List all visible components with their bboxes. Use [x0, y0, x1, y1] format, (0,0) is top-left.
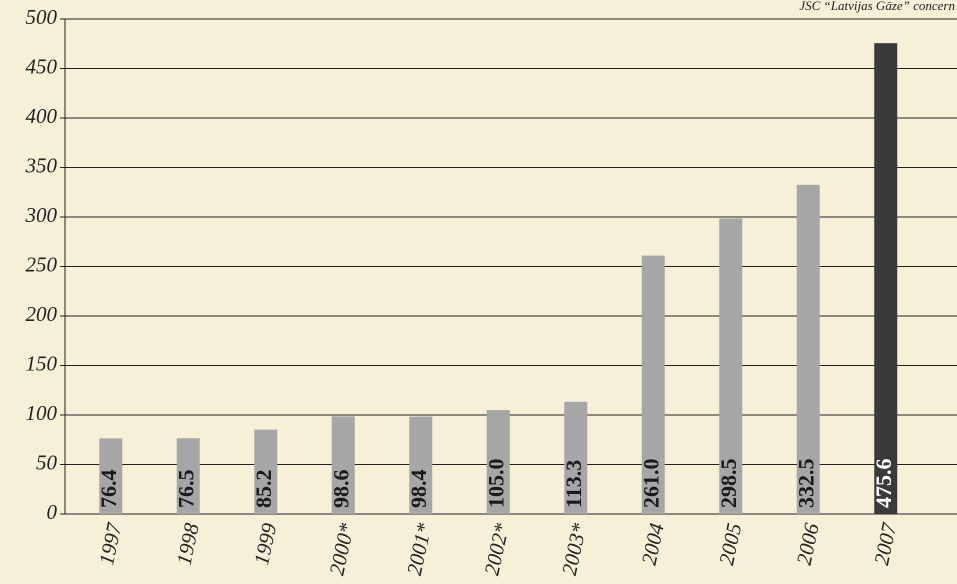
- y-tick-label: 200: [26, 302, 58, 326]
- y-tick-label: 350: [25, 153, 58, 177]
- annotation: JSC “Latvijas Gāze” concern: [799, 0, 955, 13]
- value-label: 98.4: [406, 470, 431, 509]
- bar: [331, 416, 355, 514]
- y-tick-label: 250: [26, 252, 58, 276]
- value-label: 261.0: [638, 459, 663, 509]
- bar: [254, 429, 278, 514]
- value-label: 332.5: [793, 459, 818, 509]
- bar: [486, 410, 510, 514]
- y-tick-label: 300: [25, 203, 58, 227]
- y-tick-label: 150: [26, 351, 58, 375]
- value-label: 105.0: [483, 459, 508, 509]
- value-label: 85.2: [251, 470, 276, 509]
- value-label: 298.5: [716, 459, 741, 509]
- y-tick-label: 50: [36, 450, 58, 474]
- value-label: 76.5: [173, 470, 198, 509]
- bar: [874, 43, 898, 514]
- bar: [176, 438, 200, 514]
- bar: [409, 416, 433, 514]
- y-tick-label: 500: [26, 5, 58, 29]
- y-tick-label: 100: [26, 401, 58, 425]
- bar: [719, 218, 743, 515]
- bar: [641, 255, 665, 515]
- bar: [564, 401, 588, 514]
- bar: [796, 184, 820, 514]
- bar: [99, 438, 123, 514]
- y-tick-label: 450: [26, 54, 58, 78]
- value-label: 76.4: [96, 470, 121, 509]
- value-label: 475.6: [871, 459, 896, 509]
- y-tick-label: 400: [26, 104, 58, 128]
- y-tick-label: 0: [47, 500, 58, 524]
- value-label: 98.6: [328, 470, 353, 509]
- value-label: 113.3: [561, 460, 586, 508]
